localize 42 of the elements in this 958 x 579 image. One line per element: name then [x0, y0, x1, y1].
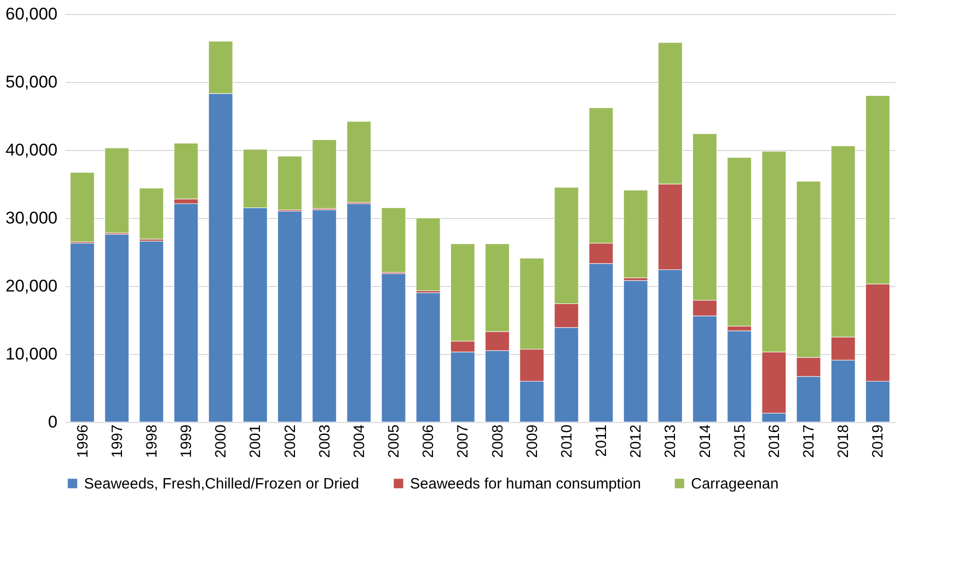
bar	[623, 280, 648, 422]
x-tick-label: 2001	[247, 424, 264, 458]
x-tick-label: 2019	[870, 424, 887, 458]
x-tick-label: 1997	[108, 424, 126, 458]
y-tick-label: 50,000	[6, 72, 58, 92]
x-tick-label: 2002	[282, 424, 299, 458]
legend-label: Seaweeds for human consumption	[410, 476, 641, 493]
x-tick-label: 2007	[454, 424, 472, 458]
y-tick-label: 40,000	[6, 140, 58, 160]
x-tick-label: 2018	[835, 424, 852, 458]
y-tick-label: 30,000	[6, 208, 58, 228]
bar	[623, 190, 648, 278]
legend-label: Seaweeds, Fresh,Chilled/Frozen or Dried	[84, 476, 360, 493]
x-tick-label: 2010	[558, 424, 576, 458]
x-tick-label: 2009	[524, 424, 541, 458]
bar	[727, 330, 752, 422]
x-tick-label: 1999	[178, 424, 196, 458]
bar	[416, 218, 440, 292]
x-tick-label: 1996	[74, 424, 92, 458]
x-tick-label: 2006	[420, 424, 438, 458]
bar	[416, 292, 440, 422]
y-tick-label: 20,000	[6, 276, 58, 296]
y-tick-label: 10,000	[6, 344, 58, 364]
x-tick-label: 1998	[143, 424, 160, 458]
x-tick-label: 2014	[696, 424, 714, 458]
bar	[139, 188, 164, 240]
x-tick-label: 2015	[731, 424, 748, 458]
x-tick-label: 2013	[662, 424, 680, 458]
x-tick-label: 2000	[212, 424, 230, 458]
x-tick-label: 2011	[593, 424, 610, 457]
y-tick-label: 60,000	[6, 4, 58, 24]
x-tick-label: 2005	[386, 424, 403, 458]
bar	[139, 240, 164, 422]
x-tick-label: 2012	[628, 424, 645, 458]
legend-label: Carrageenan	[691, 476, 779, 493]
x-tick-label: 2016	[766, 424, 783, 458]
bar	[174, 203, 198, 422]
x-tick-label: 2003	[316, 424, 334, 458]
y-tick-label: 0	[48, 412, 58, 432]
x-tick-label: 2017	[800, 424, 818, 458]
x-tick-label: 2008	[489, 424, 506, 458]
x-tick-label: 2004	[350, 424, 368, 458]
